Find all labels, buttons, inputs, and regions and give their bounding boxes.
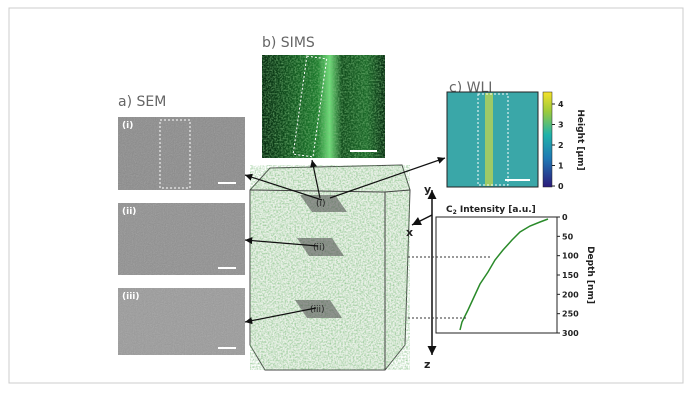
texture bbox=[118, 203, 245, 275]
colorbar-label: Height [μm] bbox=[575, 109, 585, 170]
image-label: (i) bbox=[122, 121, 133, 131]
tick-label: 4 bbox=[558, 100, 564, 109]
sem-images: (i) (ii) (iii) bbox=[118, 117, 245, 355]
label-part: Intensity [a.u.] bbox=[457, 205, 536, 215]
profile-box bbox=[436, 217, 557, 333]
depth-ticks: 0 50 100 150 200 250 300 bbox=[557, 213, 579, 338]
depth-label: Depth [nm] bbox=[585, 246, 595, 304]
figure: a) SEM b) SIMS c) WLI (i) (ii) (iii) Hei… bbox=[0, 0, 692, 391]
tick-label: 1 bbox=[558, 162, 564, 171]
tick-label: 50 bbox=[562, 232, 574, 241]
image-label: (iii) bbox=[122, 292, 139, 302]
tick-label: 3 bbox=[558, 121, 564, 130]
colorbar bbox=[543, 92, 552, 187]
tick-label: 200 bbox=[562, 290, 579, 299]
panel-label: a) SEM bbox=[118, 94, 166, 110]
stripe bbox=[485, 93, 493, 186]
tick-label: 2 bbox=[558, 141, 564, 150]
axis-label: z bbox=[424, 358, 430, 371]
plane-label: (ii) bbox=[313, 243, 325, 253]
plane-label: (i) bbox=[316, 199, 326, 209]
panel-label: b) SIMS bbox=[262, 35, 315, 51]
profile-label: C2 Intensity [a.u.] bbox=[446, 205, 536, 216]
texture bbox=[262, 55, 385, 158]
colorbar-ticks: 0 1 2 3 4 bbox=[552, 100, 564, 191]
tick-label: 0 bbox=[558, 182, 564, 191]
axis-arrow bbox=[412, 215, 432, 225]
axis-label: x bbox=[406, 226, 413, 239]
tick-label: 300 bbox=[562, 329, 579, 338]
axis-label: y bbox=[424, 183, 431, 196]
tick-label: 100 bbox=[562, 252, 579, 261]
cube: (i) (ii) (iii) bbox=[250, 165, 410, 370]
plane-label: (iii) bbox=[310, 305, 325, 315]
texture bbox=[118, 117, 245, 190]
tick-label: 0 bbox=[562, 213, 568, 222]
tick-label: 250 bbox=[562, 310, 579, 319]
tick-label: 150 bbox=[562, 271, 579, 280]
image-label: (ii) bbox=[122, 207, 136, 217]
